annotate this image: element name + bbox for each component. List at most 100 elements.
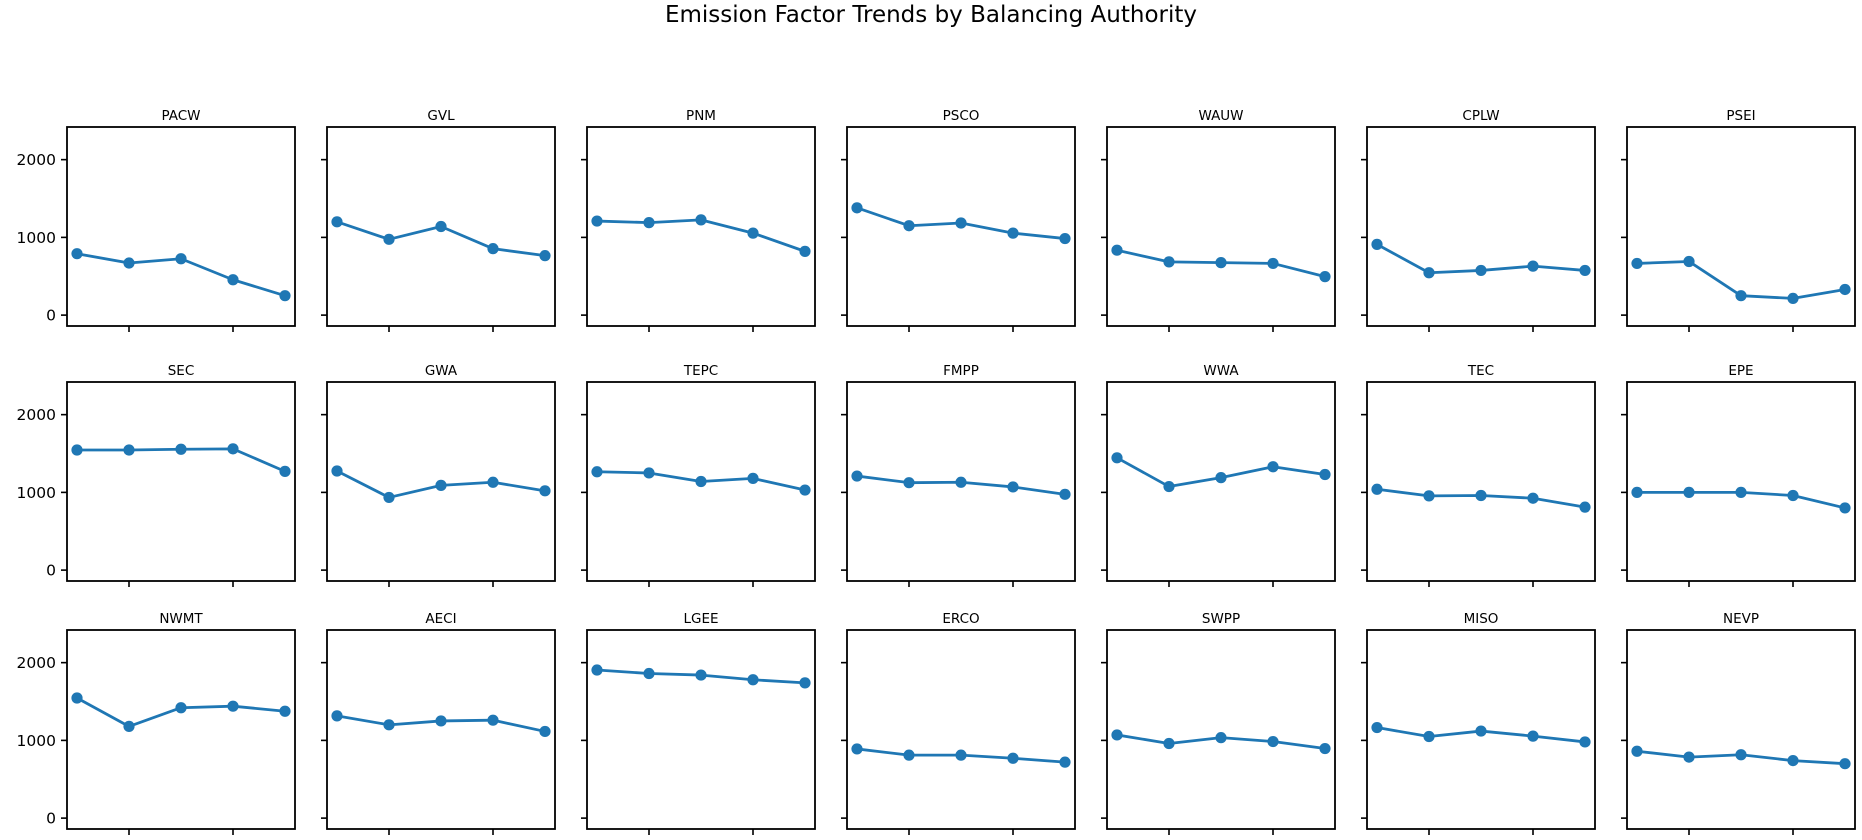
y-tick-label: 1000 bbox=[17, 229, 56, 247]
data-point bbox=[1111, 452, 1123, 464]
subplot-title: NWMT bbox=[159, 611, 203, 627]
subplot-title: SWPP bbox=[1202, 611, 1240, 627]
subplot-title: EPE bbox=[1728, 363, 1753, 379]
plot-spines bbox=[326, 381, 556, 582]
data-point bbox=[1475, 725, 1487, 737]
subplot-title: TEPC bbox=[683, 363, 718, 379]
data-point bbox=[175, 253, 187, 265]
data-point bbox=[1631, 257, 1643, 270]
plot-spines bbox=[846, 126, 1076, 327]
data-point bbox=[539, 485, 551, 497]
data-point bbox=[539, 725, 551, 738]
data-point bbox=[1267, 735, 1279, 748]
data-point bbox=[1839, 502, 1851, 514]
subplot-tepc: TEPC bbox=[581, 363, 816, 587]
data-point bbox=[383, 233, 395, 245]
plot-spines bbox=[1626, 126, 1856, 327]
data-point bbox=[1319, 271, 1331, 283]
subplot-title: PACW bbox=[161, 108, 200, 124]
data-point bbox=[1787, 489, 1799, 502]
subplot-cplw: CPLW bbox=[1361, 108, 1596, 332]
plot-spines bbox=[1366, 126, 1596, 327]
data-point bbox=[1631, 486, 1643, 498]
data-point bbox=[1683, 751, 1695, 763]
data-point bbox=[487, 243, 499, 255]
subplot-psei: PSEI bbox=[1621, 108, 1856, 332]
data-point bbox=[1839, 283, 1851, 296]
subplot-title: WAUW bbox=[1198, 108, 1243, 124]
plot-spines bbox=[1106, 629, 1336, 830]
subplot-pnm: PNM bbox=[581, 108, 816, 332]
plot-spines bbox=[846, 381, 1076, 582]
data-point bbox=[1163, 737, 1175, 750]
plot-spines bbox=[1106, 381, 1336, 582]
subplot-wauw: WAUW bbox=[1101, 108, 1336, 332]
data-point bbox=[123, 444, 135, 456]
data-point bbox=[1111, 729, 1123, 741]
y-tick-label: 1000 bbox=[17, 732, 56, 750]
data-point bbox=[591, 466, 603, 478]
data-point bbox=[1475, 264, 1487, 277]
data-point bbox=[799, 484, 811, 496]
subplot-nevp: NEVP bbox=[1621, 611, 1856, 835]
subplot-title: TEC bbox=[1467, 363, 1494, 379]
data-point bbox=[1111, 244, 1123, 256]
subplot-title: FMPP bbox=[943, 363, 979, 379]
data-point bbox=[1371, 238, 1383, 250]
plot-spines bbox=[326, 126, 556, 327]
data-point bbox=[1631, 745, 1643, 757]
data-point bbox=[1475, 489, 1487, 502]
subplot-title: CPLW bbox=[1462, 108, 1499, 124]
data-point bbox=[227, 700, 239, 712]
plot-spines bbox=[326, 629, 556, 830]
data-point bbox=[851, 202, 863, 214]
subplot-wwa: WWA bbox=[1101, 363, 1336, 587]
data-point bbox=[539, 250, 551, 262]
subplot-title: GVL bbox=[427, 108, 455, 124]
figure-title: Emission Factor Trends by Balancing Auth… bbox=[664, 2, 1198, 28]
data-point bbox=[955, 749, 967, 761]
data-point bbox=[331, 465, 343, 477]
y-tick-label: 2000 bbox=[17, 654, 56, 672]
plot-spines bbox=[66, 629, 296, 830]
y-tick-label: 2000 bbox=[17, 406, 56, 424]
subplot-title: LGEE bbox=[683, 611, 718, 627]
data-point bbox=[695, 475, 707, 488]
data-point bbox=[1683, 255, 1695, 268]
data-point bbox=[1215, 257, 1227, 269]
data-point bbox=[903, 220, 915, 232]
plot-spines bbox=[586, 629, 816, 830]
data-point bbox=[1267, 257, 1279, 270]
subplot-title: WWA bbox=[1203, 363, 1239, 379]
data-point bbox=[1163, 480, 1175, 493]
data-point bbox=[643, 467, 655, 479]
data-point bbox=[1007, 481, 1019, 493]
data-point bbox=[435, 715, 447, 727]
data-point bbox=[1267, 461, 1279, 473]
y-tick-label: 2000 bbox=[17, 151, 56, 169]
subplot-nwmt: NWMT 0 1000 2000 bbox=[17, 611, 296, 835]
data-point bbox=[1527, 260, 1539, 272]
subplot-pacw: PACW 0 1000 2000 bbox=[17, 108, 296, 332]
data-point bbox=[1423, 490, 1435, 502]
data-point bbox=[71, 248, 83, 260]
data-point bbox=[695, 214, 707, 226]
data-point bbox=[175, 443, 187, 455]
data-point bbox=[279, 705, 291, 717]
data-point bbox=[1319, 468, 1331, 481]
data-point bbox=[1059, 232, 1071, 245]
data-point bbox=[227, 443, 239, 455]
data-point bbox=[71, 692, 83, 704]
subplot-title: PNM bbox=[686, 108, 716, 124]
data-point bbox=[1215, 472, 1227, 484]
data-point bbox=[955, 217, 967, 229]
subplot-lgee: LGEE bbox=[581, 611, 816, 835]
data-point bbox=[487, 714, 499, 726]
data-point bbox=[1371, 483, 1383, 495]
data-point bbox=[279, 465, 291, 477]
subplot-epe: EPE bbox=[1621, 363, 1856, 587]
data-point bbox=[591, 664, 603, 676]
subplot-sec: SEC 0 1000 2000 bbox=[17, 363, 296, 587]
data-point bbox=[1735, 749, 1747, 761]
subplot-gwa: GWA bbox=[321, 363, 556, 587]
